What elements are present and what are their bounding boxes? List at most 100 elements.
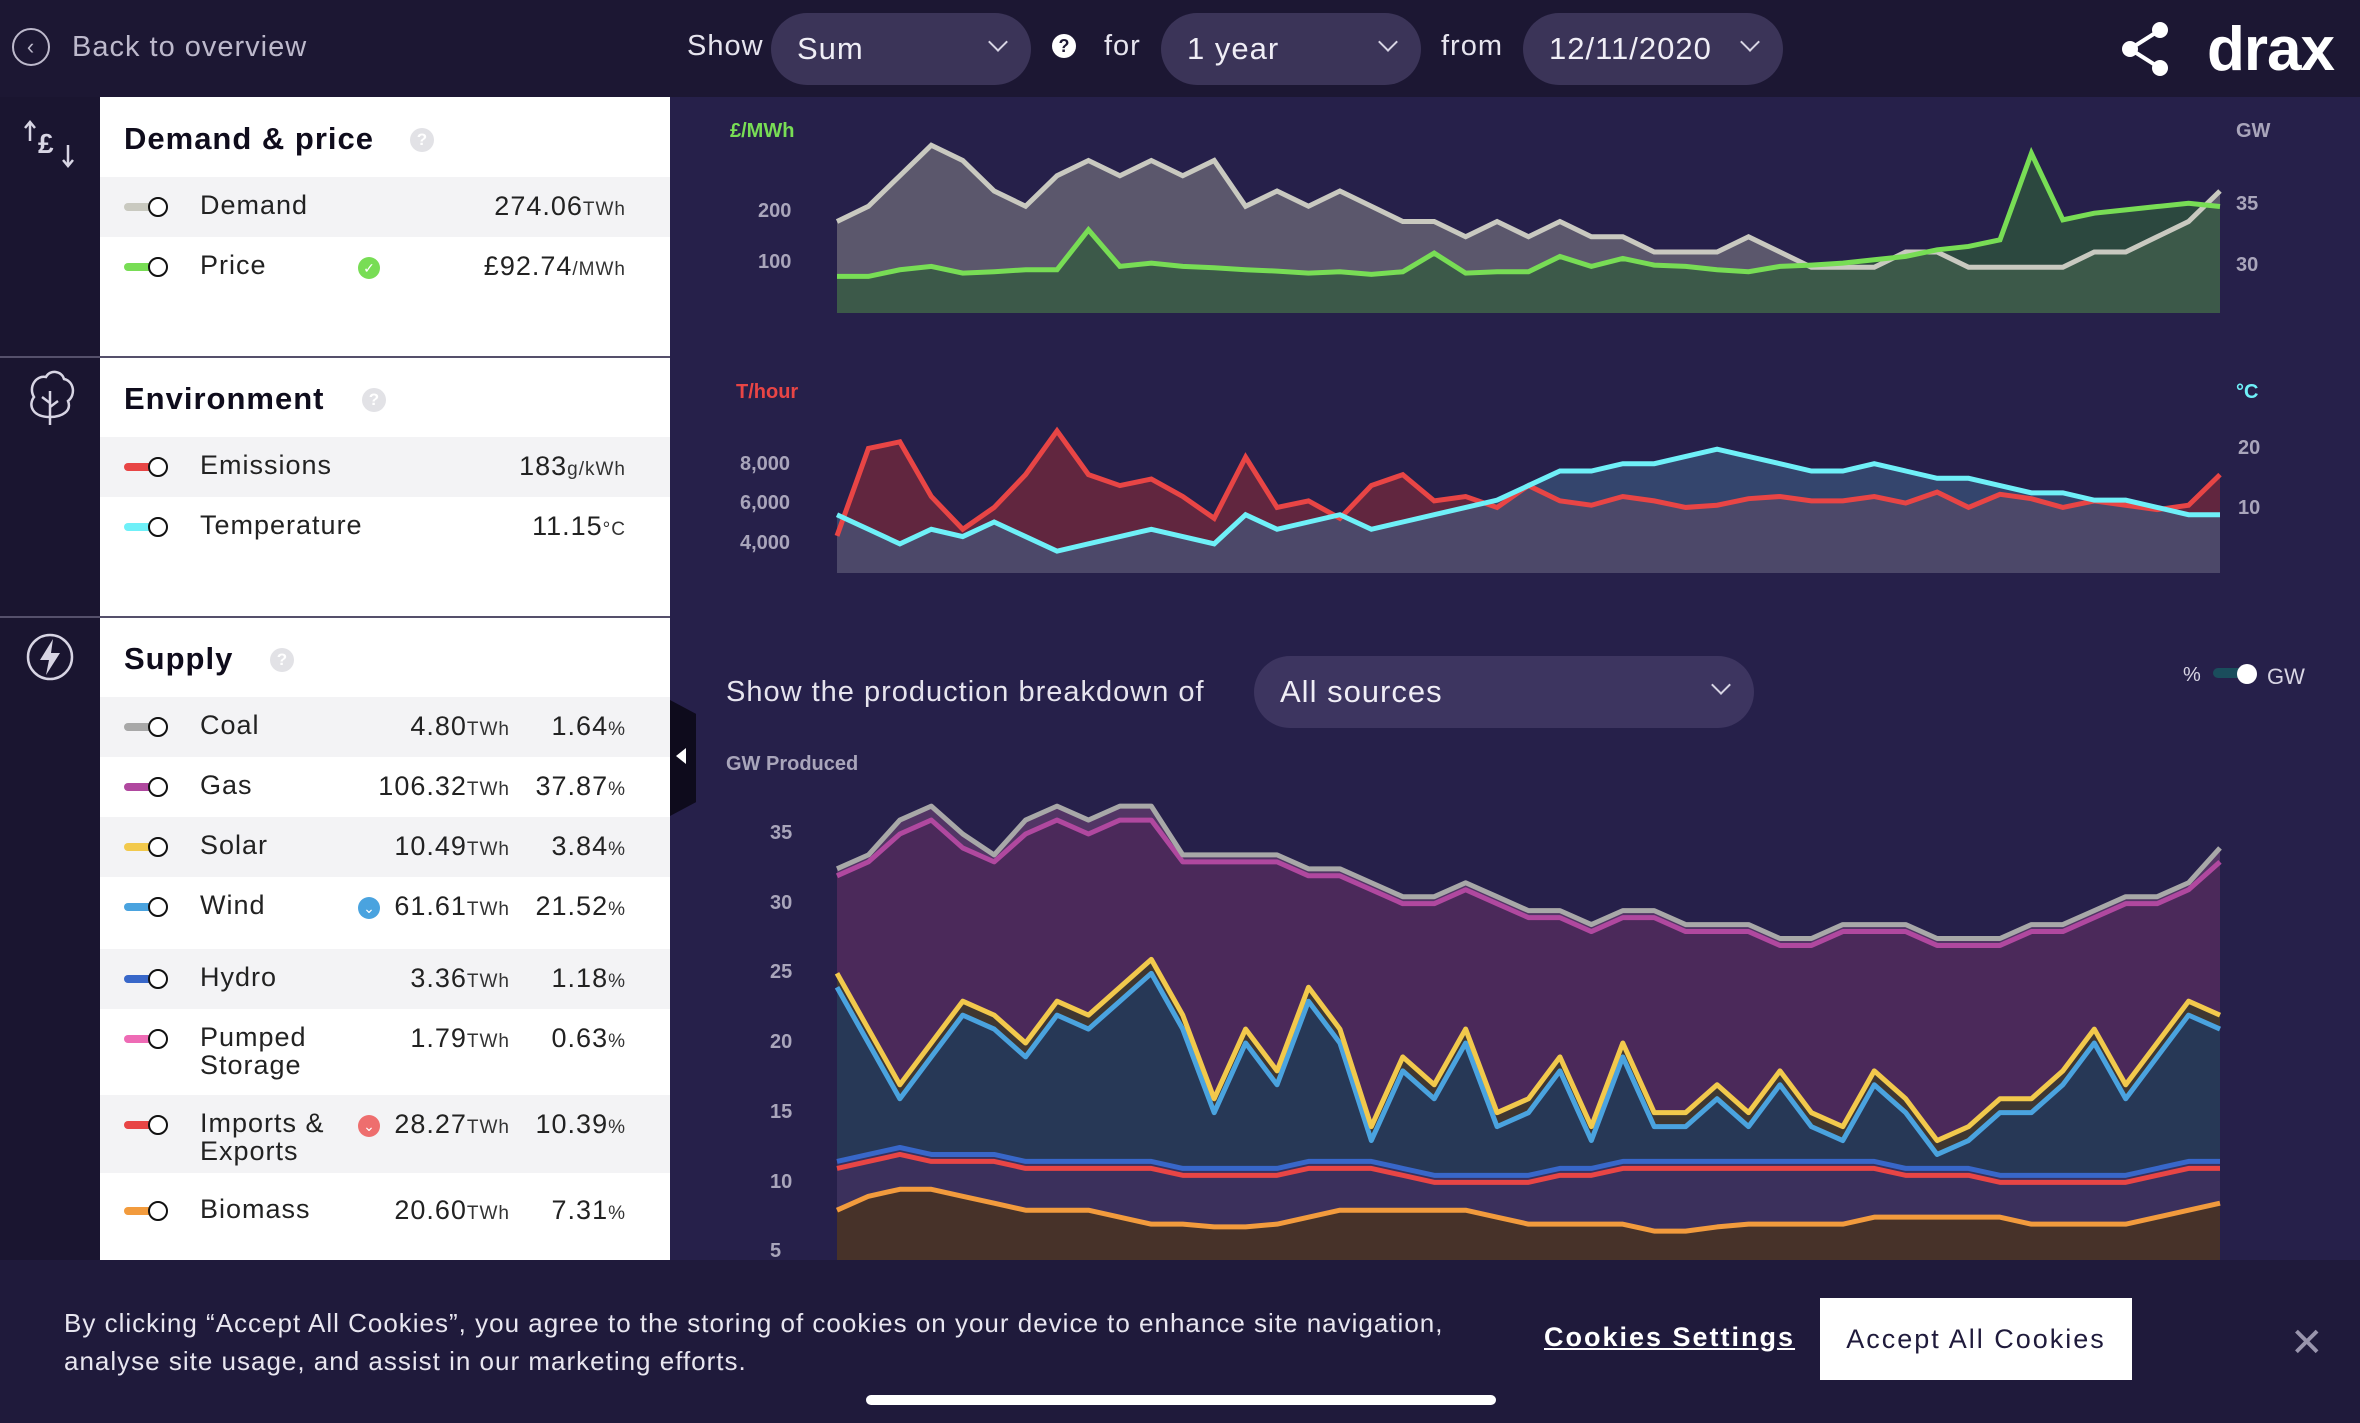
metric-row-solar: Solar 10.49TWh 3.84% <box>100 817 670 877</box>
svg-text:£: £ <box>38 128 54 159</box>
back-to-overview-link[interactable]: ‹ Back to overview <box>12 28 307 66</box>
metric-row-hydro: Hydro 3.36TWh 1.18% <box>100 949 670 1009</box>
imports-exports-series-line <box>836 1151 2220 1185</box>
toggle-switch[interactable] <box>124 1201 170 1221</box>
metric-name: Solar <box>200 830 269 860</box>
hydro-series-line <box>836 1145 2220 1178</box>
close-icon[interactable]: ✕ <box>2290 1321 2324 1365</box>
top-bar: ‹ Back to overview Show Sum ? for 1 year… <box>0 0 2360 97</box>
chevron-down-icon <box>1711 675 1731 695</box>
source-select[interactable]: All sources <box>1254 656 1754 728</box>
temperature-series-line <box>835 446 2220 554</box>
chevron-left-icon <box>676 748 686 764</box>
price-area <box>837 153 2220 313</box>
metric-row-pumped-storage: Pumped Storage 1.79TWh 0.63% <box>100 1009 670 1087</box>
show-select[interactable]: Sum <box>771 13 1031 85</box>
section-title: Environment <box>124 381 325 416</box>
share-icon[interactable] <box>2118 20 2174 78</box>
help-icon[interactable]: ? <box>410 128 434 152</box>
metric-name: Imports & Exports <box>200 1108 325 1166</box>
metric-name: Price <box>200 250 267 280</box>
metric-value: 10.49TWh <box>394 831 510 861</box>
period-select[interactable]: 1 year <box>1161 13 1421 85</box>
y-tick-label: 200 <box>758 200 792 222</box>
accept-all-cookies-button[interactable]: Accept All Cookies <box>1820 1298 2132 1380</box>
metric-row-gas: Gas 106.32TWh 37.87% <box>100 757 670 817</box>
metric-name: Wind <box>200 890 266 920</box>
y-tick-label: 35 <box>2236 193 2259 215</box>
y-tick-label: 15 <box>770 1100 793 1123</box>
solar-series-line <box>834 956 2222 1144</box>
unit-toggle[interactable]: % GW <box>2183 662 2305 702</box>
metric-row-price: Price ✓ £92.74/MWh <box>100 237 670 297</box>
gw-toggle-label: GW <box>2267 664 2305 689</box>
section-title: Supply <box>124 641 234 676</box>
pound-arrows-icon: £ <box>22 115 78 175</box>
toggle-switch[interactable] <box>124 837 170 857</box>
metric-value: 4.80TWh <box>410 711 510 741</box>
toggle-switch[interactable] <box>124 1115 170 1135</box>
y-tick-label: 10 <box>770 1170 793 1193</box>
for-label: for <box>1104 30 1141 62</box>
from-date-value: 12/11/2020 <box>1549 31 1712 66</box>
metric-value: 28.27TWh <box>394 1109 510 1139</box>
price-series-line <box>837 146 2221 279</box>
biomass-series-line <box>835 1186 2221 1234</box>
metric-value: 20.60TWh <box>394 1195 510 1225</box>
y-tick-label: 25 <box>770 961 793 984</box>
toggle-switch[interactable] <box>124 257 170 277</box>
chevron-left-icon: ‹ <box>12 28 50 66</box>
metric-percent: 10.39% <box>535 1109 626 1139</box>
source-select-value: All sources <box>1280 674 1443 709</box>
metric-name: Demand <box>200 190 309 220</box>
toggle-switch[interactable] <box>124 897 170 917</box>
toggle-switch[interactable] <box>124 969 170 989</box>
toggle-switch[interactable] <box>124 457 170 477</box>
breakdown-label: Show the production breakdown of <box>726 676 1205 708</box>
environment-section: Environment ? Emissions 183g/kWh Tempera… <box>100 357 670 617</box>
toggle-switch[interactable] <box>124 1029 170 1049</box>
show-label: Show <box>687 30 764 62</box>
y-tick-label: 35 <box>770 822 793 844</box>
metric-name: Coal <box>200 710 260 740</box>
metrics-panel: Demand & price ? Demand 274.06TWh Price … <box>100 97 670 1260</box>
help-icon[interactable]: ? <box>1052 34 1076 58</box>
metric-name: Hydro <box>200 962 278 992</box>
metric-value: 183g/kWh <box>519 451 626 481</box>
help-icon[interactable]: ? <box>362 388 386 412</box>
y-tick-label: 30 <box>2236 254 2259 276</box>
toggle-switch[interactable] <box>124 717 170 737</box>
metric-value: £92.74/MWh <box>483 251 626 281</box>
metric-row-coal: Coal 4.80TWh 1.64% <box>100 697 670 757</box>
help-icon[interactable]: ? <box>270 648 294 672</box>
y-tick-label: 30 <box>770 891 793 914</box>
from-label: from <box>1441 30 1503 62</box>
toggle-switch[interactable] <box>124 777 170 797</box>
toggle-switch[interactable] <box>124 197 170 217</box>
metric-value: 274.06TWh <box>494 191 626 221</box>
temperature-area <box>837 449 2220 573</box>
metric-name: Biomass <box>200 1194 311 1224</box>
show-select-value: Sum <box>797 31 864 66</box>
supply-section: Supply ? Coal 4.80TWh 1.64% Gas 106.32TWh 37.… <box>100 617 670 1260</box>
metric-name: Gas <box>200 770 253 800</box>
metric-row-temperature: Temperature 11.15°C <box>100 497 670 557</box>
cookies-settings-link[interactable]: Cookies Settings <box>1544 1322 1796 1352</box>
toggle-switch[interactable] <box>124 517 170 537</box>
metric-percent: 3.84% <box>551 831 626 861</box>
from-date-select[interactable]: 12/11/2020 <box>1523 13 1783 85</box>
back-label: Back to overview <box>72 30 308 63</box>
toggle-knob <box>2237 664 2257 684</box>
period-select-value: 1 year <box>1187 31 1280 66</box>
metric-row-biomass: Biomass 20.60TWh 7.31% <box>100 1181 670 1241</box>
metric-value: 3.36TWh <box>410 963 510 993</box>
demand-price-section: Demand & price ? Demand 274.06TWh Price … <box>100 97 670 357</box>
percent-toggle-label: % <box>2183 664 2201 686</box>
demand-price-chart <box>834 142 2222 1260</box>
panel-collapse-handle[interactable] <box>670 700 696 816</box>
metric-percent: 7.31% <box>551 1195 626 1225</box>
drax-logo[interactable]: drax <box>2207 15 2335 84</box>
y-tick-label: 10 <box>2238 497 2261 519</box>
metric-name: Pumped Storage <box>200 1022 307 1080</box>
